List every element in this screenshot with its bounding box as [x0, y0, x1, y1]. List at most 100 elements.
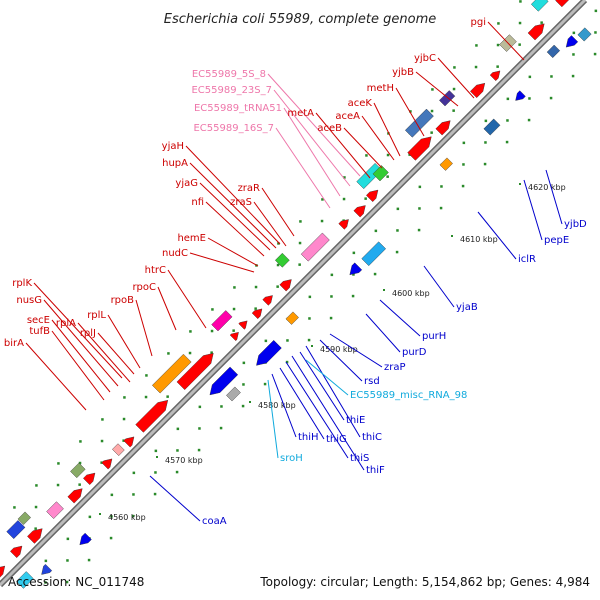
feature-label[interactable]: rplA	[56, 318, 76, 329]
feature-label[interactable]: rpoB	[111, 295, 135, 306]
forward-gene[interactable]	[70, 462, 86, 479]
feature-label[interactable]: sroH	[280, 453, 303, 464]
feature-label[interactable]: EC55989_5S_8	[192, 69, 266, 80]
tick-label: 4610 kbp	[460, 235, 498, 244]
feature-label[interactable]: htrC	[145, 265, 166, 276]
forward-gene[interactable]	[67, 485, 86, 504]
feature-label[interactable]: yjaB	[456, 302, 478, 313]
forward-gene[interactable]	[274, 252, 290, 268]
feature-label[interactable]: thiS	[350, 453, 369, 464]
forward-gene[interactable]	[338, 217, 352, 230]
feature-label[interactable]: rplL	[87, 310, 106, 321]
feature-label[interactable]: yjbD	[564, 219, 587, 230]
forward-gene[interactable]	[435, 117, 454, 136]
feature-label[interactable]: nusG	[16, 295, 42, 306]
forward-gene[interactable]	[238, 318, 250, 330]
feature-label[interactable]: yjaH	[162, 141, 184, 152]
feature-label[interactable]: rplJ	[80, 328, 96, 339]
forward-gene[interactable]	[123, 434, 137, 448]
feature-label[interactable]: purH	[422, 331, 446, 342]
feature-label[interactable]: EC55989_tRNA51	[194, 103, 282, 114]
feature-label[interactable]: rsd	[364, 376, 380, 387]
reverse-gene[interactable]	[483, 118, 501, 136]
feature-label[interactable]: hupA	[162, 158, 188, 169]
feature-label[interactable]: EC55989_misc_RNA_98	[350, 390, 467, 401]
reverse-gene[interactable]	[563, 35, 579, 50]
feature-label[interactable]: coaA	[202, 516, 227, 527]
feature-label[interactable]: metH	[367, 83, 394, 94]
reverse-gene[interactable]	[252, 339, 282, 369]
forward-gene[interactable]	[262, 293, 276, 306]
feature-label[interactable]: thiE	[346, 415, 365, 426]
feature-label[interactable]: thiF	[366, 465, 385, 476]
feature-label[interactable]: birA	[4, 338, 24, 349]
reverse-gene[interactable]	[361, 241, 387, 267]
feature-label[interactable]: aceB	[317, 123, 342, 134]
forward-gene[interactable]	[229, 329, 241, 342]
forward-gene[interactable]	[6, 520, 26, 540]
feature-label[interactable]: thiH	[298, 432, 319, 443]
forward-gene[interactable]	[251, 306, 265, 320]
feature-label[interactable]: pepE	[544, 235, 569, 246]
forward-gene[interactable]	[46, 501, 64, 519]
feature-label[interactable]: yjbB	[392, 67, 414, 78]
feature-label[interactable]: EC55989_23S_7	[191, 85, 272, 96]
forward-gene[interactable]	[211, 310, 233, 332]
reverse-gene[interactable]	[77, 532, 92, 548]
forward-gene[interactable]	[112, 443, 125, 456]
forward-gene[interactable]	[407, 133, 436, 161]
forward-gene[interactable]	[489, 68, 503, 82]
feature-label[interactable]: nfi	[191, 197, 204, 208]
feature-label[interactable]: rpoC	[132, 282, 156, 293]
forward-gene[interactable]	[366, 187, 381, 202]
forward-gene[interactable]	[10, 543, 25, 558]
feature-label[interactable]: thiG	[326, 434, 347, 445]
feature-label[interactable]: zraR	[238, 183, 260, 194]
feature-label[interactable]: tufB	[29, 326, 50, 337]
feature-label[interactable]: yjaG	[175, 178, 198, 189]
forward-gene[interactable]	[279, 276, 295, 292]
forward-gene[interactable]	[152, 353, 192, 394]
feature-label[interactable]: rplK	[12, 278, 32, 289]
forward-gene[interactable]	[353, 202, 369, 218]
feature-label[interactable]: zraP	[384, 362, 406, 373]
forward-gene[interactable]	[135, 396, 172, 433]
forward-gene[interactable]	[176, 349, 217, 390]
forward-gene[interactable]	[300, 232, 330, 262]
forward-gene[interactable]	[83, 470, 98, 485]
forward-gene[interactable]	[470, 80, 488, 98]
reverse-gene[interactable]	[206, 366, 239, 399]
forward-gene[interactable]	[555, 0, 577, 8]
forward-gene[interactable]	[101, 456, 115, 470]
reverse-gene[interactable]	[546, 44, 561, 59]
forward-gene[interactable]	[527, 20, 548, 41]
feature-label[interactable]: metA	[287, 108, 314, 119]
feature-label[interactable]: secE	[27, 315, 50, 326]
feature-label[interactable]: aceK	[348, 98, 373, 109]
reverse-gene[interactable]	[226, 386, 241, 402]
feature-label[interactable]: thiC	[362, 432, 382, 443]
feature-label[interactable]: purD	[402, 347, 427, 358]
track-dot	[65, 580, 69, 584]
reverse-gene[interactable]	[346, 262, 363, 279]
reverse-gene[interactable]	[285, 311, 299, 325]
forward-gene[interactable]	[530, 0, 549, 12]
forward-gene[interactable]	[17, 511, 31, 525]
reverse-gene[interactable]	[577, 27, 592, 42]
feature-label[interactable]: EC55989_16S_7	[193, 123, 274, 134]
forward-gene[interactable]	[27, 525, 45, 544]
forward-gene[interactable]	[404, 108, 434, 138]
feature-label[interactable]: yjbC	[414, 53, 436, 64]
feature-label[interactable]: aceA	[335, 111, 360, 122]
reverse-gene[interactable]	[439, 157, 453, 171]
reverse-gene[interactable]	[513, 90, 526, 104]
reverse-gene[interactable]	[38, 564, 53, 577]
feature-label[interactable]: pgi	[471, 17, 486, 28]
feature-label[interactable]: iclR	[518, 254, 536, 265]
reverse-gene[interactable]	[16, 571, 34, 589]
forward-gene[interactable]	[0, 563, 8, 580]
feature-label[interactable]: nudC	[162, 248, 188, 259]
feature-label[interactable]: zraS	[230, 197, 252, 208]
feature-label[interactable]: hemE	[177, 233, 206, 244]
forward-gene[interactable]	[372, 165, 389, 182]
